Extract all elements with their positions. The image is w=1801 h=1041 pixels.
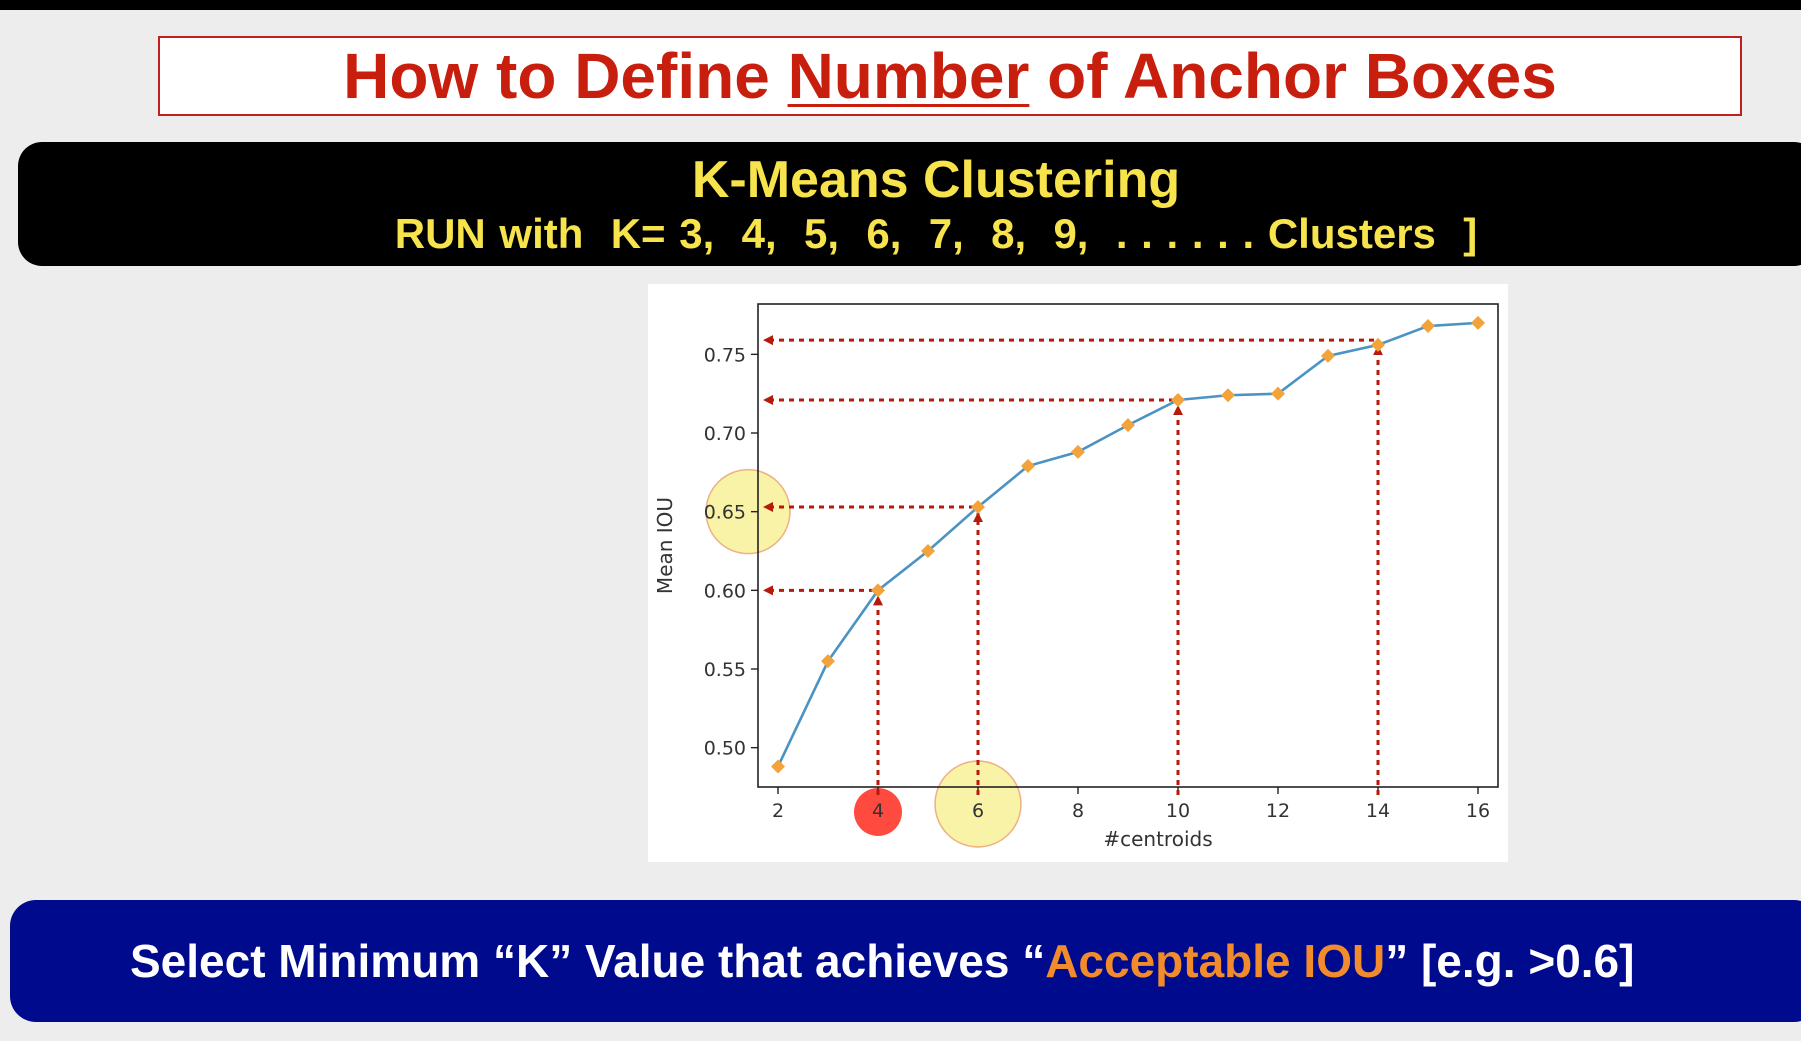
- data-point: [1021, 459, 1035, 474]
- data-point: [1371, 337, 1385, 352]
- data-point: [871, 583, 885, 598]
- x-tick-label: 14: [1366, 800, 1390, 822]
- title-box: How to Define Number of Anchor Boxes: [158, 36, 1742, 116]
- data-point: [1221, 388, 1235, 403]
- x-axis-label: #centroids: [1103, 827, 1212, 851]
- data-point: [921, 544, 935, 559]
- data-point: [1271, 386, 1285, 401]
- x-tick-label: 16: [1466, 800, 1490, 822]
- x-tick-label: 12: [1266, 800, 1290, 822]
- banner-heading: K-Means Clustering: [691, 151, 1181, 209]
- title-underlined-word: Number: [787, 40, 1030, 112]
- footer-text: Select Minimum “K” Value that achieves “…: [130, 935, 1635, 987]
- y-axis-label: Mean IOU: [653, 497, 677, 594]
- top-edge-bar: [0, 0, 1801, 10]
- y-tick-label: 0.50: [704, 738, 746, 760]
- y-tick-label: 0.60: [704, 580, 746, 602]
- x-tick-label: 8: [1072, 800, 1084, 822]
- footer-banner: Select Minimum “K” Value that achieves “…: [10, 900, 1801, 1022]
- x-tick-label: 6: [972, 800, 984, 822]
- footer-highlight: Acceptable IOU: [1045, 935, 1386, 987]
- banner-subheading: RUN with K= 3, 4, 5, 6, 7, 8, 9, . . . .…: [394, 210, 1478, 257]
- data-point: [1421, 319, 1435, 334]
- plot-frame: [757, 303, 1499, 788]
- data-point: [1071, 444, 1085, 459]
- data-point: [1471, 315, 1485, 330]
- iou-line: [776, 321, 1479, 768]
- y-tick-label: 0.55: [704, 659, 746, 681]
- kmeans-banner: K-Means Clustering RUN with K= 3, 4, 5, …: [18, 142, 1801, 266]
- chart-panel: 2 4 6 8 10 12 14 16 0.50 0.55 0.60 0.65 0.70 0.75 #cen…: [648, 284, 1508, 862]
- x-tick-label: 2: [772, 800, 784, 822]
- y-tick-label: 0.75: [704, 344, 746, 366]
- data-point: [971, 499, 985, 514]
- mean-iou-chart: 2 4 6 8 10 12 14 16 0.50 0.55 0.60 0.65 0.70 0.75 #cen…: [653, 303, 1499, 851]
- y-tick-label: 0.65: [704, 502, 746, 524]
- y-tick-label: 0.70: [704, 423, 746, 445]
- slide-title: How to Define Number of Anchor Boxes: [343, 40, 1557, 112]
- data-point: [1171, 392, 1185, 407]
- data-point: [821, 654, 835, 669]
- data-point: [1321, 348, 1335, 363]
- data-point: [771, 759, 785, 774]
- data-point: [1121, 418, 1135, 433]
- x-tick-label: 4: [872, 800, 884, 822]
- ytick-highlight-circle: [705, 468, 791, 555]
- xtick-highlight-red-circle: [854, 788, 902, 836]
- x-tick-label: 10: [1166, 800, 1190, 822]
